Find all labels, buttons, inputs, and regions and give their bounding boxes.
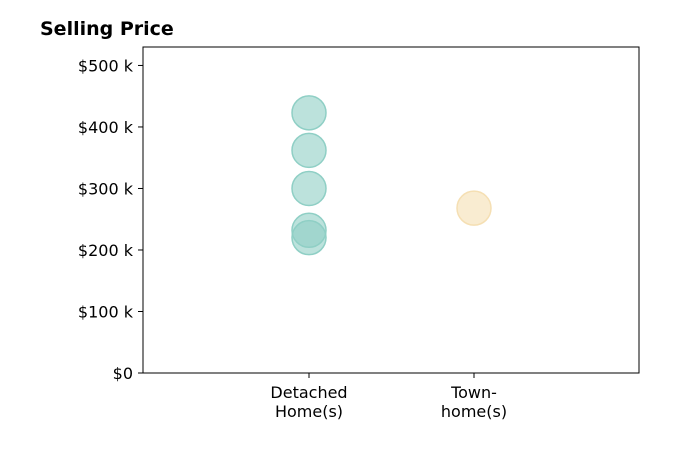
y-tick-label: $200 k [78, 241, 134, 260]
y-axis: $0 $100 k $200 k $300 k $400 k $500 k [78, 56, 143, 383]
data-point [291, 95, 327, 131]
data-point [291, 170, 327, 207]
y-tick-label: $500 k [78, 56, 134, 75]
x-tick-label: Detached Home(s) [270, 383, 347, 421]
y-tick-label: $300 k [78, 179, 134, 198]
data-point [291, 132, 327, 169]
data-points [291, 95, 492, 256]
x-axis: Detached Home(s) Town-home(s) [270, 373, 507, 421]
y-tick-label: $0 [113, 364, 133, 383]
chart-title: Selling Price [40, 18, 174, 40]
y-tick-label: $100 k [78, 302, 134, 321]
x-tick-label: Town-home(s) [441, 383, 507, 421]
data-point [456, 190, 492, 226]
data-point [291, 219, 327, 256]
plot-area [142, 46, 640, 374]
y-tick-label: $400 k [78, 118, 134, 137]
